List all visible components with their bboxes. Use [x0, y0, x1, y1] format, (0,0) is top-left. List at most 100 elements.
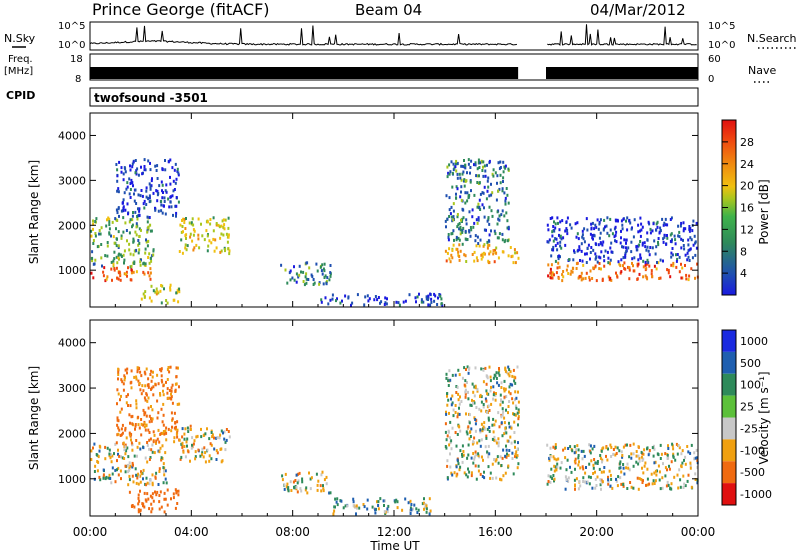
velocity-cell [186, 426, 189, 430]
power-cell [451, 185, 454, 189]
velocity-cell [340, 499, 343, 503]
power-cell [646, 262, 649, 266]
power-cell [164, 168, 167, 172]
power-cell [92, 222, 95, 226]
velocity-cell [498, 367, 500, 370]
power-cell [329, 274, 332, 278]
power-cell [496, 236, 499, 240]
power-cell [646, 258, 649, 262]
power-cell [577, 237, 580, 241]
power-cell [552, 245, 555, 249]
velocity-cell [655, 473, 658, 477]
velocity-cell [687, 473, 690, 477]
power-cell [604, 249, 607, 253]
power-cell [466, 191, 469, 195]
power-cell [134, 210, 137, 214]
power-cell [554, 244, 557, 248]
power-cell [117, 246, 120, 249]
velocity-cell [128, 478, 131, 482]
power-cell [126, 185, 129, 189]
velocity-cell [575, 477, 578, 481]
velocity-cell [487, 455, 490, 459]
power-cell [459, 228, 462, 232]
velocity-cell [356, 506, 358, 510]
power-cell [644, 263, 647, 267]
power-cell [427, 296, 430, 300]
power-cell [615, 219, 618, 223]
power-cell [461, 242, 464, 246]
velocity-cell [304, 488, 307, 492]
power-cell [557, 276, 560, 280]
freq-tick-bottom: 8 [75, 74, 81, 85]
power-cell [645, 267, 648, 271]
velocity-cell [640, 478, 643, 481]
power-cell [295, 280, 298, 284]
power-cell [463, 159, 465, 162]
power-cell [451, 219, 454, 223]
velocity-cell [461, 453, 463, 456]
velocity-cell [676, 473, 679, 477]
power-cell [92, 242, 95, 245]
power-cell [666, 236, 669, 240]
velocity-cell [126, 463, 129, 467]
velocity-cell [662, 462, 664, 466]
power-cell [476, 235, 479, 239]
velocity-cell [305, 486, 308, 490]
power-cell [446, 165, 449, 169]
velocity-cell [577, 448, 580, 452]
power-cb-tick-label: 8 [740, 245, 747, 258]
velocity-cell [681, 449, 684, 453]
velocity-cell [567, 476, 570, 480]
power-cell [682, 221, 685, 225]
power-cell [116, 174, 119, 178]
velocity-cell [216, 436, 219, 440]
velocity-cell [514, 445, 516, 449]
power-cell [589, 232, 592, 236]
power-cell [498, 232, 501, 236]
power-cell [657, 240, 659, 244]
velocity-cell [653, 461, 656, 465]
power-cell [123, 166, 126, 170]
velocity-cell [473, 436, 476, 440]
velocity-cell [679, 485, 682, 489]
velocity-cell [641, 466, 643, 470]
power-cell [222, 233, 225, 237]
power-cell [687, 243, 690, 247]
velocity-cell [552, 474, 555, 477]
power-cell [451, 249, 454, 252]
power-cell [472, 225, 475, 229]
power-cell [402, 300, 405, 304]
power-cell [556, 266, 559, 270]
velocity-cell [492, 376, 495, 380]
velocity-cell [151, 492, 154, 496]
power-cell [656, 220, 659, 224]
power-cell [568, 258, 570, 262]
velocity-cell [687, 450, 690, 454]
velocity-cell [513, 398, 516, 402]
velocity-cell [546, 443, 549, 447]
power-cell [125, 229, 128, 232]
power-cell [145, 240, 148, 244]
velocity-cell [97, 455, 100, 459]
velocity-cell [119, 410, 122, 414]
velocity-cell [322, 484, 324, 488]
velocity-cell [140, 374, 143, 378]
velocity-cell [497, 383, 500, 387]
power-cell [102, 274, 105, 278]
power-cell [648, 253, 651, 257]
velocity-cell [472, 452, 475, 455]
power-cell [680, 246, 683, 250]
velocity-cell [162, 402, 165, 406]
velocity-cell [322, 489, 325, 493]
velocity-cell [591, 447, 594, 451]
velocity-cell [166, 368, 169, 372]
power-cell [571, 266, 574, 270]
velocity-cell [134, 427, 136, 431]
velocity-cell [470, 474, 473, 478]
velocity-cell [636, 476, 639, 480]
power-cell [137, 193, 140, 197]
velocity-cell [502, 448, 505, 452]
velocity-cell [626, 443, 628, 447]
time-xtick-label: 12:00 [377, 525, 412, 539]
power-ytick-label: 2000 [58, 219, 86, 232]
